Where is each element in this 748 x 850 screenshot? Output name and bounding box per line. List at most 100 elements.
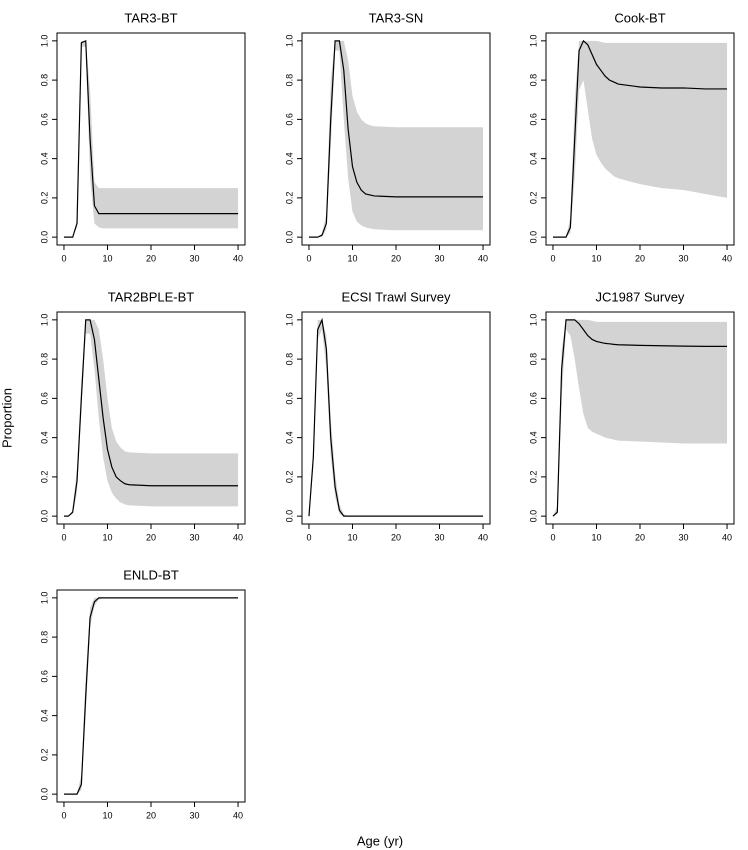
x-tick-label: 10 — [102, 810, 112, 820]
y-tick-label: 0.2 — [39, 749, 49, 762]
y-tick-label: 0.8 — [39, 353, 49, 366]
x-tick-label: 30 — [679, 532, 689, 542]
x-tick-label: 10 — [102, 253, 112, 263]
y-tick-label: 0.6 — [284, 113, 294, 126]
y-tick-label: 1.0 — [528, 314, 538, 327]
y-tick-label: 0.4 — [39, 709, 49, 722]
x-tick-label: 30 — [435, 532, 445, 542]
confidence-band — [308, 40, 484, 238]
y-tick-label: 0.6 — [39, 392, 49, 405]
confidence-band — [552, 40, 728, 238]
x-tick-label: 40 — [478, 532, 488, 542]
line — [308, 317, 484, 517]
confidence-band — [308, 319, 484, 517]
y-tick-label: 0.6 — [39, 113, 49, 126]
x-tick-label: 40 — [233, 253, 243, 263]
y-tick-label: 0.0 — [39, 231, 49, 244]
x-tick-label: 40 — [233, 810, 243, 820]
y-tick-label: 0.6 — [528, 113, 538, 126]
panel-title: Cook-BT — [614, 10, 665, 25]
line — [552, 319, 728, 517]
x-tick-label: 20 — [635, 532, 645, 542]
y-tick-label: 0.2 — [284, 192, 294, 205]
x-tick-label: 20 — [146, 253, 156, 263]
line — [308, 40, 484, 238]
y-tick-label: 0.2 — [39, 471, 49, 484]
y-tick-label: 0.2 — [284, 471, 294, 484]
panel-title: JC1987 Survey — [596, 289, 685, 304]
x-tick-label: 10 — [102, 532, 112, 542]
y-tick-label: 1.0 — [528, 35, 538, 48]
y-tick-label: 0.4 — [528, 431, 538, 444]
y-tick-label: 0.2 — [528, 471, 538, 484]
y-axis-label: Proportion — [0, 388, 14, 448]
line — [63, 39, 239, 238]
x-tick-label: 10 — [347, 253, 357, 263]
confidence-band — [63, 40, 239, 238]
panel-title: ECSI Trawl Survey — [341, 289, 451, 304]
x-tick-label: 10 — [347, 532, 357, 542]
confidence-band — [552, 319, 728, 517]
x-tick-label: 10 — [591, 532, 601, 542]
x-tick-label: 30 — [679, 253, 689, 263]
x-tick-label: 30 — [435, 253, 445, 263]
confidence-band — [63, 319, 239, 517]
line — [552, 39, 728, 238]
y-tick-label: 0.4 — [39, 152, 49, 165]
y-tick-label: 0.8 — [284, 74, 294, 87]
y-tick-label: 0.0 — [528, 510, 538, 523]
x-tick-label: 40 — [722, 532, 732, 542]
y-tick-label: 0.0 — [39, 510, 49, 523]
x-tick-label: 20 — [146, 810, 156, 820]
y-tick-label: 0.2 — [39, 192, 49, 205]
y-tick-label: 0.4 — [528, 152, 538, 165]
panel-title: TAR2BPLE-BT — [108, 289, 195, 304]
x-tick-label: 0 — [61, 532, 66, 542]
y-tick-label: 0.8 — [528, 74, 538, 87]
panel-title: ENLD-BT — [123, 567, 179, 582]
y-tick-label: 1.0 — [39, 314, 49, 327]
x-axis-label: Age (yr) — [357, 833, 403, 848]
y-tick-label: 0.8 — [39, 631, 49, 644]
y-tick-label: 1.0 — [39, 592, 49, 605]
y-tick-label: 0.8 — [284, 353, 294, 366]
y-tick-label: 0.2 — [528, 192, 538, 205]
x-tick-label: 0 — [61, 253, 66, 263]
x-tick-label: 30 — [190, 253, 200, 263]
x-tick-label: 20 — [391, 253, 401, 263]
y-tick-label: 0.8 — [39, 74, 49, 87]
y-tick-label: 1.0 — [284, 314, 294, 327]
x-tick-label: 30 — [190, 532, 200, 542]
x-tick-label: 40 — [233, 532, 243, 542]
y-tick-label: 0.6 — [284, 392, 294, 405]
panel-title: TAR3-SN — [369, 10, 424, 25]
x-tick-label: 30 — [190, 810, 200, 820]
y-tick-label: 0.6 — [39, 670, 49, 683]
y-tick-label: 1.0 — [284, 35, 294, 48]
panel-title: TAR3-BT — [124, 10, 177, 25]
y-tick-label: 1.0 — [39, 35, 49, 48]
line — [63, 597, 239, 795]
x-tick-label: 10 — [591, 253, 601, 263]
y-tick-label: 0.4 — [284, 431, 294, 444]
x-tick-label: 0 — [550, 532, 555, 542]
y-tick-label: 0.0 — [284, 231, 294, 244]
x-tick-label: 0 — [306, 532, 311, 542]
y-tick-label: 0.4 — [39, 431, 49, 444]
y-tick-label: 0.8 — [528, 353, 538, 366]
y-tick-label: 0.4 — [284, 152, 294, 165]
x-tick-label: 0 — [61, 810, 66, 820]
x-tick-label: 0 — [306, 253, 311, 263]
x-tick-label: 0 — [550, 253, 555, 263]
x-tick-label: 20 — [635, 253, 645, 263]
line — [63, 319, 239, 517]
y-tick-label: 0.0 — [284, 510, 294, 523]
y-tick-label: 0.6 — [528, 392, 538, 405]
y-tick-label: 0.0 — [39, 788, 49, 801]
y-tick-label: 0.0 — [528, 231, 538, 244]
x-tick-label: 40 — [722, 253, 732, 263]
x-tick-label: 20 — [146, 532, 156, 542]
x-tick-label: 40 — [478, 253, 488, 263]
x-tick-label: 20 — [391, 532, 401, 542]
